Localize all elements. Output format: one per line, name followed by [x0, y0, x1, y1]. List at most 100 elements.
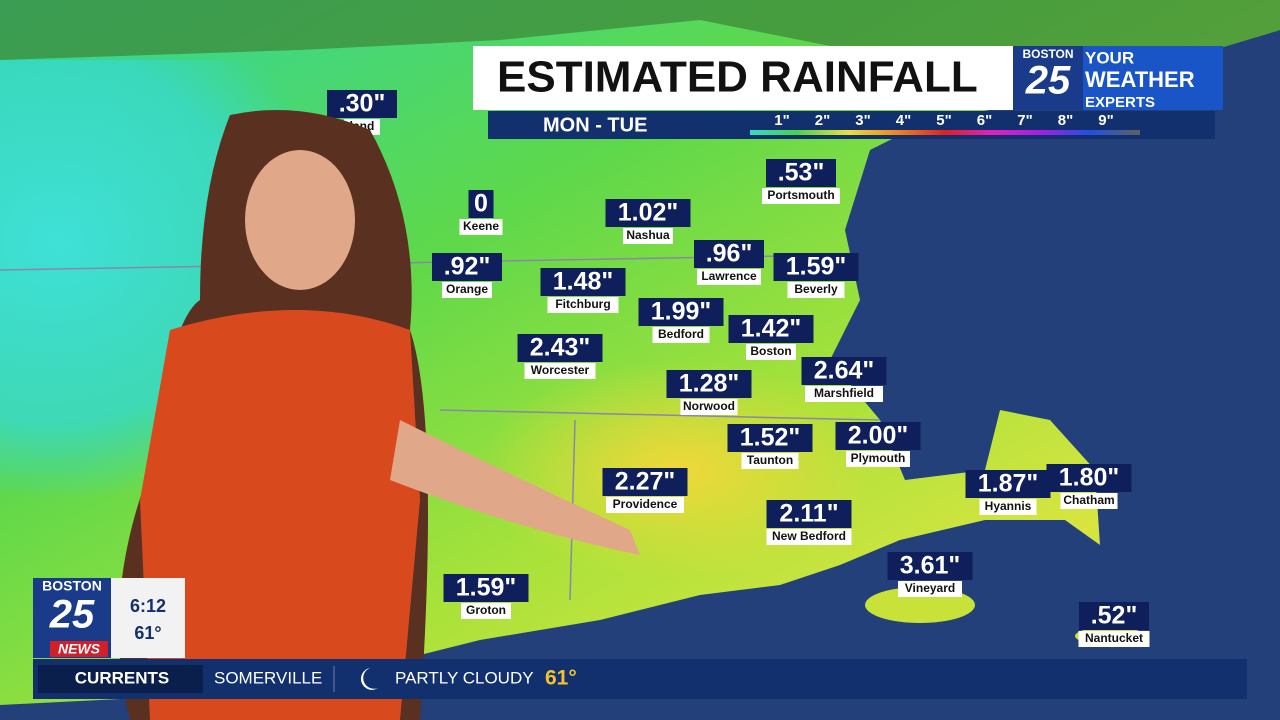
name-box: [1078, 631, 1150, 647]
station-value: .53": [778, 159, 825, 187]
station-value: 2.27": [615, 468, 676, 496]
station-name: Norwood: [683, 399, 735, 413]
name-box: [846, 451, 910, 467]
value-box: [766, 159, 836, 187]
name-box: [898, 581, 962, 597]
news-logo-number: 25: [49, 593, 95, 637]
scale-label: 1": [774, 112, 789, 129]
name-box: [746, 344, 796, 360]
station-name: Nantucket: [1085, 631, 1143, 645]
station-name: Worcester: [531, 363, 590, 377]
value-box: [1046, 464, 1132, 492]
station-name: Keene: [463, 219, 499, 233]
station-value: .30": [339, 90, 386, 118]
station-value: 1.80": [1059, 464, 1120, 492]
logo-number: 25: [1025, 59, 1071, 103]
value-box: [801, 357, 887, 385]
value-box: [443, 574, 529, 602]
scale-label: 9": [1098, 112, 1113, 129]
title: ESTIMATED RAINFALL: [497, 53, 978, 102]
name-box: [442, 282, 492, 298]
station-value: 2.64": [814, 357, 875, 385]
value-box: [887, 552, 973, 580]
station-name: Chatham: [1063, 493, 1114, 507]
name-box: [697, 269, 761, 285]
scale-label: 5": [936, 112, 951, 129]
station-name: Boston: [750, 344, 791, 358]
news-logo-city: BOSTON: [42, 578, 102, 594]
value-box: [666, 370, 752, 398]
value-box: [766, 500, 852, 528]
value-box: [773, 253, 859, 281]
scale-labels: 1" 2" 3" 4" 5" 6" 7" 8" 9": [774, 112, 1113, 129]
ticker-temp: 61°: [545, 667, 577, 690]
station-name: Taunton: [747, 453, 793, 467]
value-box: [965, 470, 1051, 498]
name-box: [680, 399, 738, 415]
station-name: Hyannis: [985, 499, 1032, 513]
station-value: 0: [474, 190, 488, 218]
ticker-label-box: [38, 665, 203, 693]
station-name: Plymouth: [851, 451, 906, 465]
station-value: 1.28": [679, 370, 740, 398]
station-value: 1.59": [456, 574, 517, 602]
value-box: [517, 334, 603, 362]
station-value: 1.48": [553, 268, 614, 296]
name-box: [459, 219, 503, 235]
logo-text: WEATHER: [1085, 67, 1195, 92]
value-box: [1079, 602, 1149, 630]
station-name: Vineyard: [905, 581, 955, 595]
station-value: 1.52": [740, 424, 801, 452]
station-value: 1.87": [978, 470, 1039, 498]
time: 6:12: [130, 596, 166, 616]
name-box: [524, 363, 596, 379]
name-box: [979, 499, 1037, 515]
ticker-location: SOMERVILLE: [214, 668, 322, 687]
scale-bar: [750, 130, 1140, 135]
value-box: [327, 90, 397, 118]
station-value: 2.11": [779, 500, 838, 528]
news-tag-text: NEWS: [58, 641, 101, 657]
name-box: [762, 188, 840, 204]
title-box: [473, 46, 1013, 110]
name-box: [606, 497, 684, 513]
station-name: Orange: [446, 282, 488, 296]
scale-label: 6": [977, 112, 992, 129]
ticker-bar: [33, 659, 1247, 699]
logo-box: [1083, 46, 1223, 110]
value-box: [638, 298, 724, 326]
station-value: 1.59": [786, 253, 847, 281]
station-name: Bedford: [658, 327, 704, 341]
value-box: [728, 315, 814, 343]
station-value: 1.99": [651, 298, 712, 326]
station-value: 2.00": [848, 422, 909, 450]
value-box: [602, 468, 688, 496]
ticker-label: CURRENTS: [75, 668, 169, 687]
value-box: [835, 422, 921, 450]
station-value: 1.42": [741, 315, 802, 343]
value-box: [432, 253, 502, 281]
name-box: [1060, 493, 1118, 509]
station-value: 3.61": [900, 552, 961, 580]
temp: 61°: [134, 623, 161, 643]
station-name: Groton: [466, 603, 506, 617]
value-box: [694, 240, 764, 268]
station-value: .96": [706, 240, 753, 268]
station-name: Providence: [613, 497, 678, 511]
station-value: 1.02": [618, 199, 679, 227]
scale-label: 7": [1017, 112, 1032, 129]
station-value: .92": [444, 253, 491, 281]
ticker-condition: PARTLY CLOUDY: [395, 668, 534, 687]
scale-label: 2": [815, 112, 830, 129]
station-name: Marshfield: [814, 386, 874, 400]
value-box: [727, 424, 813, 452]
name-box: [766, 529, 852, 545]
value-box: [540, 268, 626, 296]
presenter: [118, 110, 640, 720]
name-box: [461, 603, 511, 619]
news-tag: [50, 641, 108, 657]
logo-city: BOSTON: [1022, 47, 1073, 61]
station-name: Beverly: [794, 282, 838, 296]
moon-icon: [360, 668, 378, 690]
